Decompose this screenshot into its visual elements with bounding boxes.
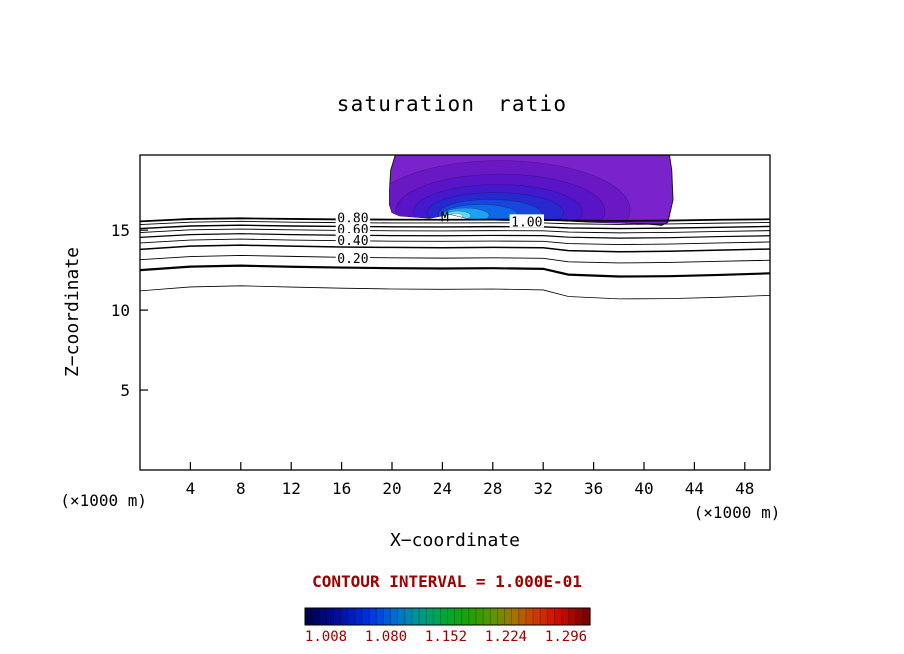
colorbar-tick-label: 1.152 xyxy=(425,629,467,645)
x-tick-label: 16 xyxy=(332,479,351,498)
contour-label-bg xyxy=(335,222,371,236)
contour-line-0.7 xyxy=(140,228,770,234)
z-tick-label: 5 xyxy=(120,381,130,400)
x-tick-label: 20 xyxy=(382,479,401,498)
contour-label: 0.40 xyxy=(337,234,368,249)
contour-interval-label: CONTOUR INTERVAL = 1.000E-01 xyxy=(312,572,582,591)
contour-label-bg xyxy=(335,210,371,224)
x-unit-left-label: (×1000 m) xyxy=(60,491,147,510)
z-tick-label: 15 xyxy=(111,221,130,240)
x-tick-label: 40 xyxy=(634,479,653,498)
x-tick-label: 12 xyxy=(282,479,301,498)
x-tick-label: 28 xyxy=(483,479,502,498)
contour-line-0.1 xyxy=(140,285,770,300)
contour-line-0.5 xyxy=(140,238,770,245)
colorbar: 1.008 1.080 1.152 1.224 1.296 xyxy=(304,607,591,645)
contour-label: 0.20 xyxy=(337,252,368,267)
x-tick-label: 4 xyxy=(186,479,196,498)
contour-label: 1.00 xyxy=(511,215,542,230)
colorbar-tick-label: 1.224 xyxy=(485,629,527,645)
x-tick-label: 32 xyxy=(534,479,553,498)
colorbar-tick-label: 1.080 xyxy=(365,629,407,645)
filled-bands xyxy=(389,160,631,226)
contour-line-0.2 xyxy=(140,264,770,278)
x-tick-label: 36 xyxy=(584,479,603,498)
contour-lines xyxy=(140,217,770,300)
colorbar-tick-label: 1.008 xyxy=(305,629,347,645)
contour-line-0.6 xyxy=(140,233,770,239)
contour-line-0.9 xyxy=(140,220,770,226)
x-axis-title: X−coordinate xyxy=(390,530,520,551)
chart-title: saturation ratio xyxy=(337,92,568,116)
contour-line-0.4 xyxy=(140,244,770,253)
contour-label: M xyxy=(441,211,449,226)
z-tick-label: 10 xyxy=(111,301,130,320)
colorbar-border xyxy=(304,607,591,626)
contour-line-1 xyxy=(140,217,770,223)
x-tick-label: 24 xyxy=(433,479,452,498)
colorbar-tick-label: 1.296 xyxy=(545,629,587,645)
contour-label-bg xyxy=(335,250,371,264)
colorbar-gradient xyxy=(305,608,591,625)
x-tick-label: 8 xyxy=(236,479,246,498)
contour-line-0.3 xyxy=(140,254,770,264)
contour-line-0.8 xyxy=(140,224,770,230)
contour-label-bg xyxy=(509,214,545,228)
x-unit-right-label: (×1000 m) xyxy=(694,503,781,522)
x-tick-label: 48 xyxy=(735,479,754,498)
plot-border xyxy=(139,154,771,471)
x-tick-label: 44 xyxy=(685,479,704,498)
z-axis-title: Z−coordinate xyxy=(62,247,83,377)
contour-label-bg xyxy=(335,233,371,247)
filled-region-group xyxy=(388,155,674,226)
